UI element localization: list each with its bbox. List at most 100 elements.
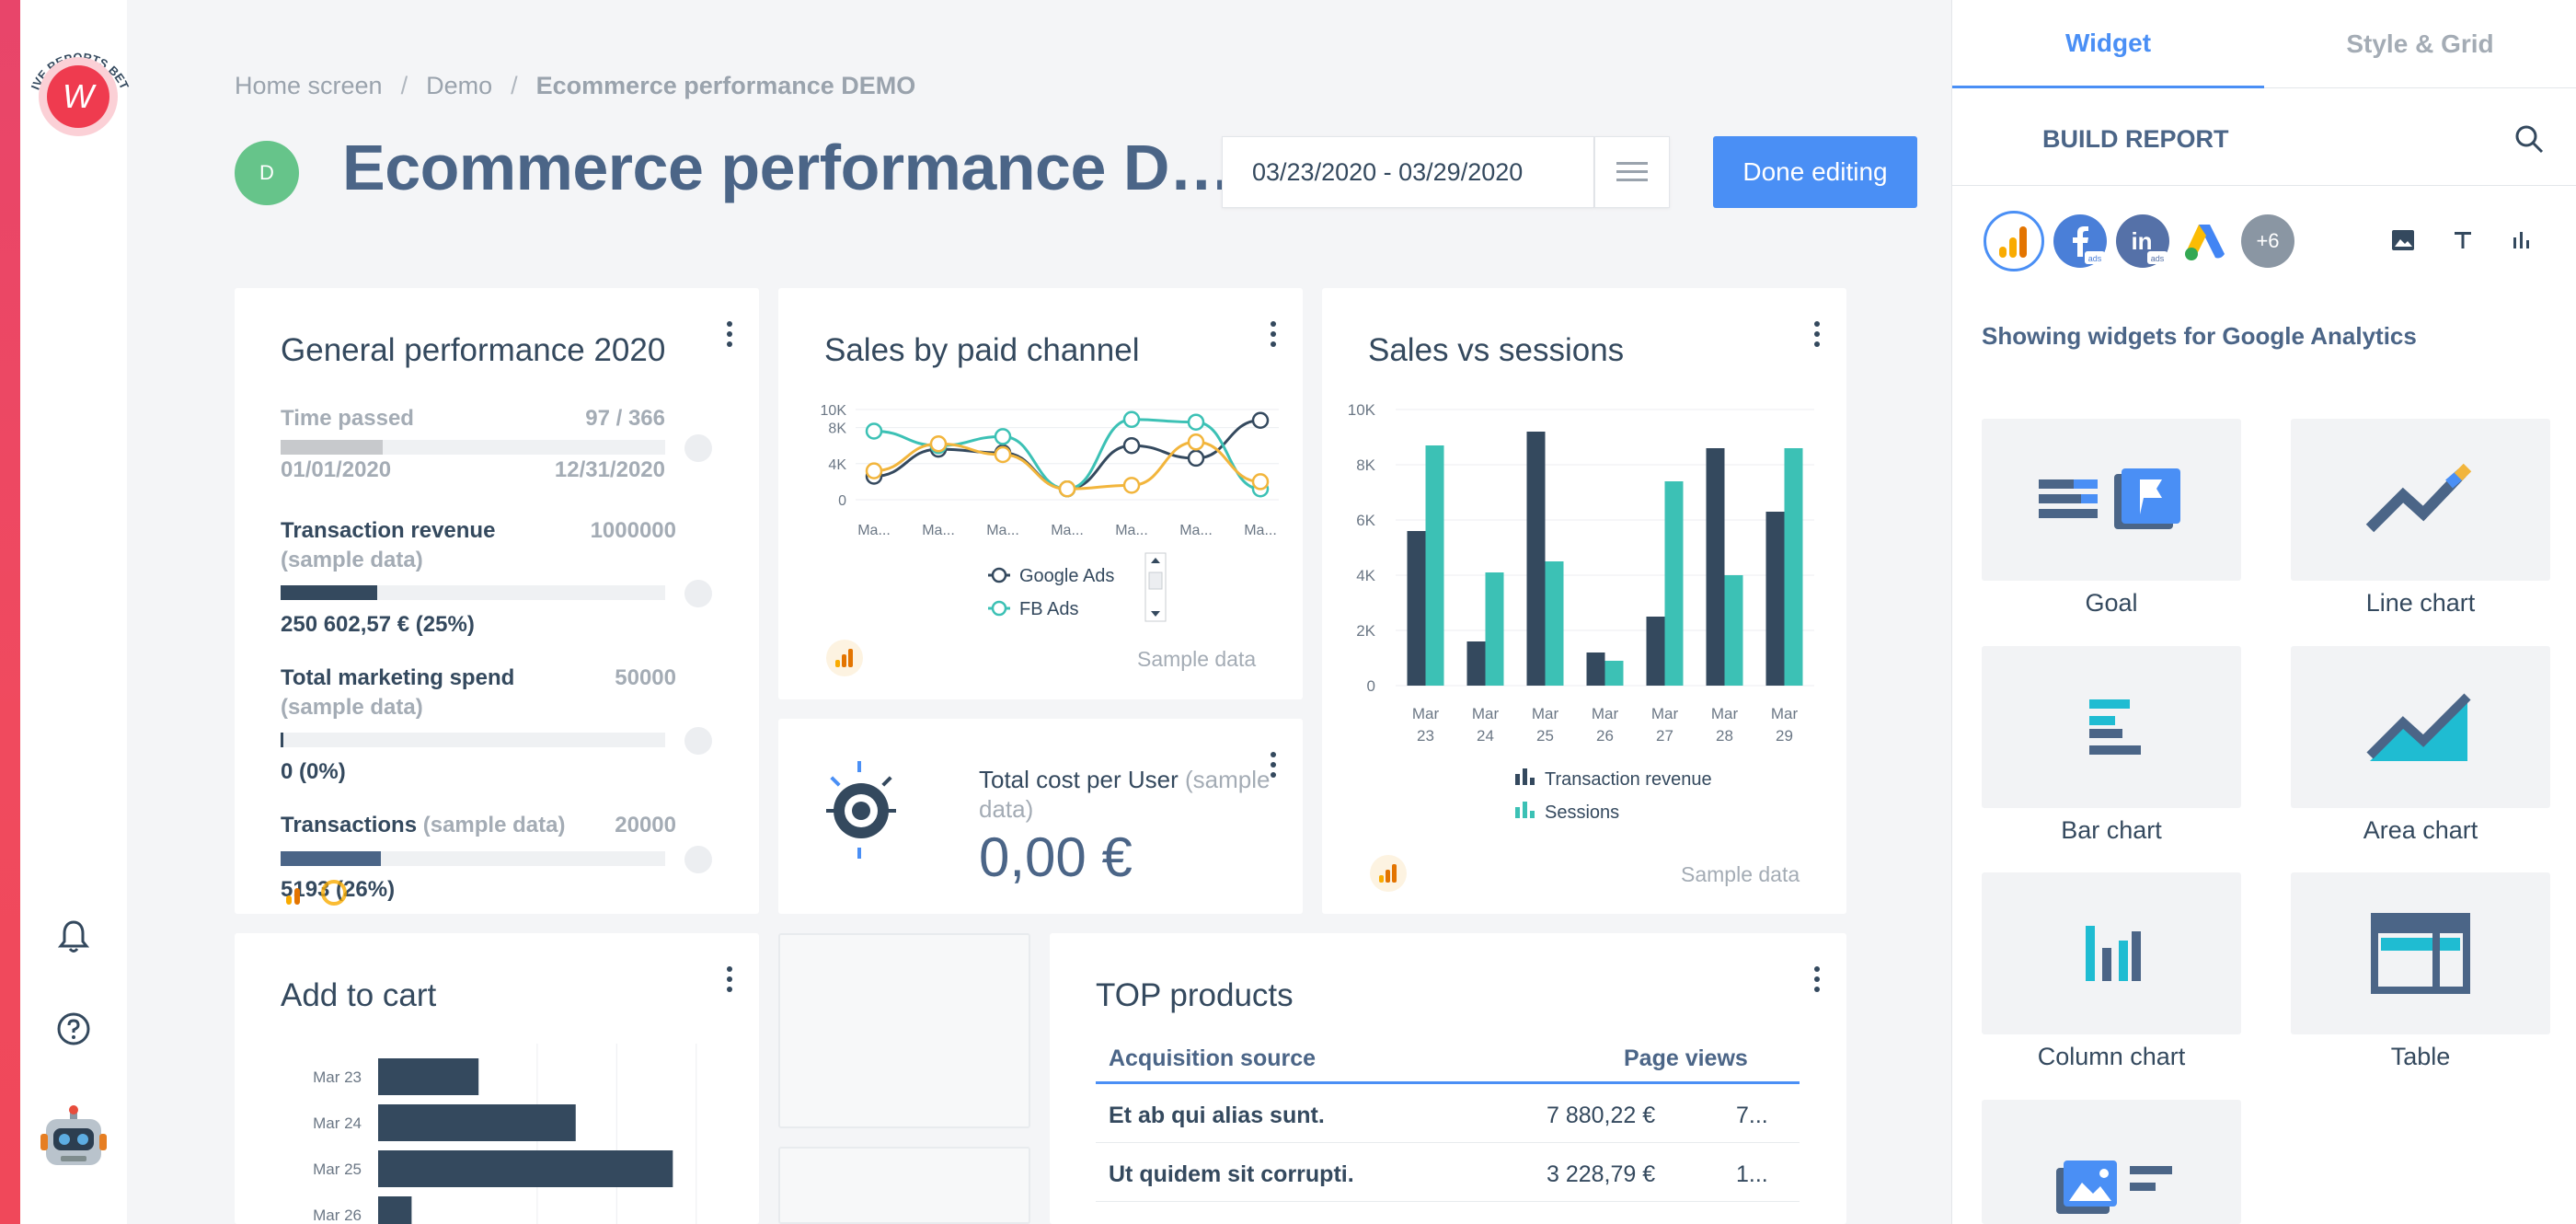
bar [378, 1058, 479, 1095]
goal-widget-tile[interactable] [1982, 419, 2241, 581]
x-tick-label: Mar [1771, 705, 1799, 722]
start-date: 01/01/2020 [281, 457, 392, 482]
product-extra: 7... [1736, 1103, 1768, 1128]
y-tick-label: 10K [1348, 401, 1376, 419]
y-tick-label: 0 [1367, 677, 1375, 695]
card-menu-icon[interactable] [1803, 959, 1831, 999]
help-icon[interactable] [53, 1009, 94, 1049]
legend-swatch [1515, 807, 1520, 818]
legend-swatch [1530, 811, 1535, 818]
y-tick-label: 8K [828, 421, 846, 437]
top-products-card: TOP products Acquisition source Page vie… [1050, 933, 1846, 1224]
breadcrumb-separator: / [511, 72, 518, 99]
brand-stripe [0, 0, 20, 1224]
search-icon[interactable] [2513, 123, 2545, 155]
x-tick-label: Mar [1711, 705, 1739, 722]
legend-label: Sessions [1545, 803, 1619, 823]
build-report-title: BUILD REPORT [2042, 125, 2229, 153]
bar [1604, 661, 1624, 686]
legend-scroll-icon[interactable] [1144, 552, 1167, 622]
chart-icon[interactable] [2510, 228, 2534, 252]
y-tick-label: Mar 25 [313, 1160, 362, 1178]
table-row[interactable]: Ut quidem sit corrupti. 3 228,79 € 1... [1096, 1143, 1800, 1202]
bar-chart-icon [2089, 699, 2141, 755]
card-menu-icon[interactable] [1803, 314, 1831, 354]
date-range-value: 03/23/2020 - 03/29/2020 [1252, 157, 1524, 186]
legend-swatch [1530, 778, 1535, 785]
column-chart-widget-tile[interactable] [1982, 872, 2241, 1034]
bell-icon[interactable] [53, 917, 94, 957]
breadcrumb-demo[interactable]: Demo [426, 72, 493, 99]
data-point [1251, 411, 1270, 430]
done-editing-button[interactable]: Done editing [1713, 136, 1917, 208]
breadcrumb: Home screen / Demo / Ecommerce performan… [235, 72, 915, 100]
card-menu-icon[interactable] [716, 314, 743, 354]
bar-chart-widget-tile[interactable] [1982, 646, 2241, 808]
card-menu-icon[interactable] [716, 959, 743, 999]
card-menu-icon[interactable] [1259, 745, 1287, 785]
date-range-picker[interactable]: 03/23/2020 - 03/29/2020 [1222, 136, 1594, 208]
x-tick-label: 27 [1656, 727, 1673, 745]
data-point [865, 462, 883, 479]
area-chart-icon [2366, 693, 2471, 761]
table-widget-tile[interactable] [2291, 872, 2550, 1034]
general-performance-card: General performance 2020 Time passed 97 … [235, 288, 759, 914]
area-chart-widget-tile[interactable] [2291, 646, 2550, 808]
text-icon[interactable] [2451, 228, 2475, 252]
google-analytics-source-icon[interactable] [1984, 211, 2044, 271]
facebook-ads-source-icon[interactable]: ads [2053, 214, 2107, 268]
data-point [994, 428, 1012, 445]
time-passed-value: 97 / 366 [585, 406, 665, 431]
product-name: Et ab qui alias sunt. [1109, 1103, 1325, 1128]
indicator-dot [684, 580, 712, 607]
x-tick-label: Ma... [1115, 523, 1148, 538]
table-row[interactable]: Et ab qui alias sunt. 7 880,22 € 7... [1096, 1084, 1800, 1143]
image-icon[interactable] [2390, 228, 2416, 252]
bar [1765, 512, 1785, 686]
column-header[interactable]: Acquisition source [1109, 1045, 1317, 1071]
legend-label: Google Ads [1019, 566, 1114, 586]
metric-result: 0 (0%) [281, 759, 346, 784]
column-header[interactable]: Page views [1624, 1045, 1748, 1071]
widget-label: Line chart [2365, 589, 2476, 617]
total-cost-value: 0,00 € [979, 826, 1133, 888]
sales-by-channel-card: Sales by paid channel 10K 8K 4K 0 Ma... Ma...… [778, 288, 1303, 699]
line-chart-widget-tile[interactable] [2291, 419, 2550, 581]
tab-style-grid[interactable]: Style & Grid [2264, 0, 2576, 88]
showing-widgets-text: Showing widgets for Google Analytics [1982, 322, 2417, 350]
google-analytics-icon [286, 880, 347, 906]
end-date: 12/31/2020 [554, 457, 665, 482]
more-sources-button[interactable]: +6 [2241, 214, 2294, 268]
add-to-cart-card: Add to cart Mar 23 Mar 24 Mar 25 Mar 26 [235, 933, 759, 1224]
svg-text:in: in [2131, 227, 2152, 255]
x-tick-label: 29 [1776, 727, 1793, 745]
google-ads-source-icon[interactable] [2179, 214, 2232, 268]
bar [1425, 445, 1444, 686]
total-cost-card: Total cost per User (sample data) 0,00 € [778, 719, 1303, 914]
linkedin-ads-source-icon[interactable]: in ads [2116, 214, 2169, 268]
sample-data-label: Sample data [1137, 647, 1257, 671]
breadcrumb-home[interactable]: Home screen [235, 72, 383, 99]
time-passed-bar [281, 440, 665, 455]
x-tick-label: Ma... [986, 523, 1019, 538]
menu-button[interactable] [1594, 136, 1670, 208]
y-tick-label: Mar 24 [313, 1114, 362, 1132]
metric-target: 20000 [615, 813, 676, 837]
metric-sub: (sample data) [281, 695, 423, 720]
svg-text:ads: ads [2088, 254, 2102, 263]
page-title[interactable]: Ecommerce performance D… [342, 132, 1234, 203]
data-point [1187, 449, 1205, 468]
x-tick-label: 23 [1417, 727, 1434, 745]
image-widget-tile[interactable] [1982, 1100, 2241, 1224]
card-menu-icon[interactable] [1259, 314, 1287, 354]
app-logo[interactable]: LIVE REPORTS BETA W [29, 37, 131, 147]
eye-icon [826, 761, 896, 859]
data-point [1122, 436, 1141, 455]
robot-avatar-icon[interactable] [35, 1103, 112, 1180]
x-tick-label: 25 [1536, 727, 1554, 745]
tab-widget[interactable]: Widget [1952, 0, 2264, 88]
empty-widget-slot[interactable] [778, 933, 1030, 1128]
svg-text:ads: ads [2151, 254, 2165, 263]
empty-widget-slot[interactable] [778, 1147, 1030, 1224]
indicator-dot [684, 727, 712, 755]
